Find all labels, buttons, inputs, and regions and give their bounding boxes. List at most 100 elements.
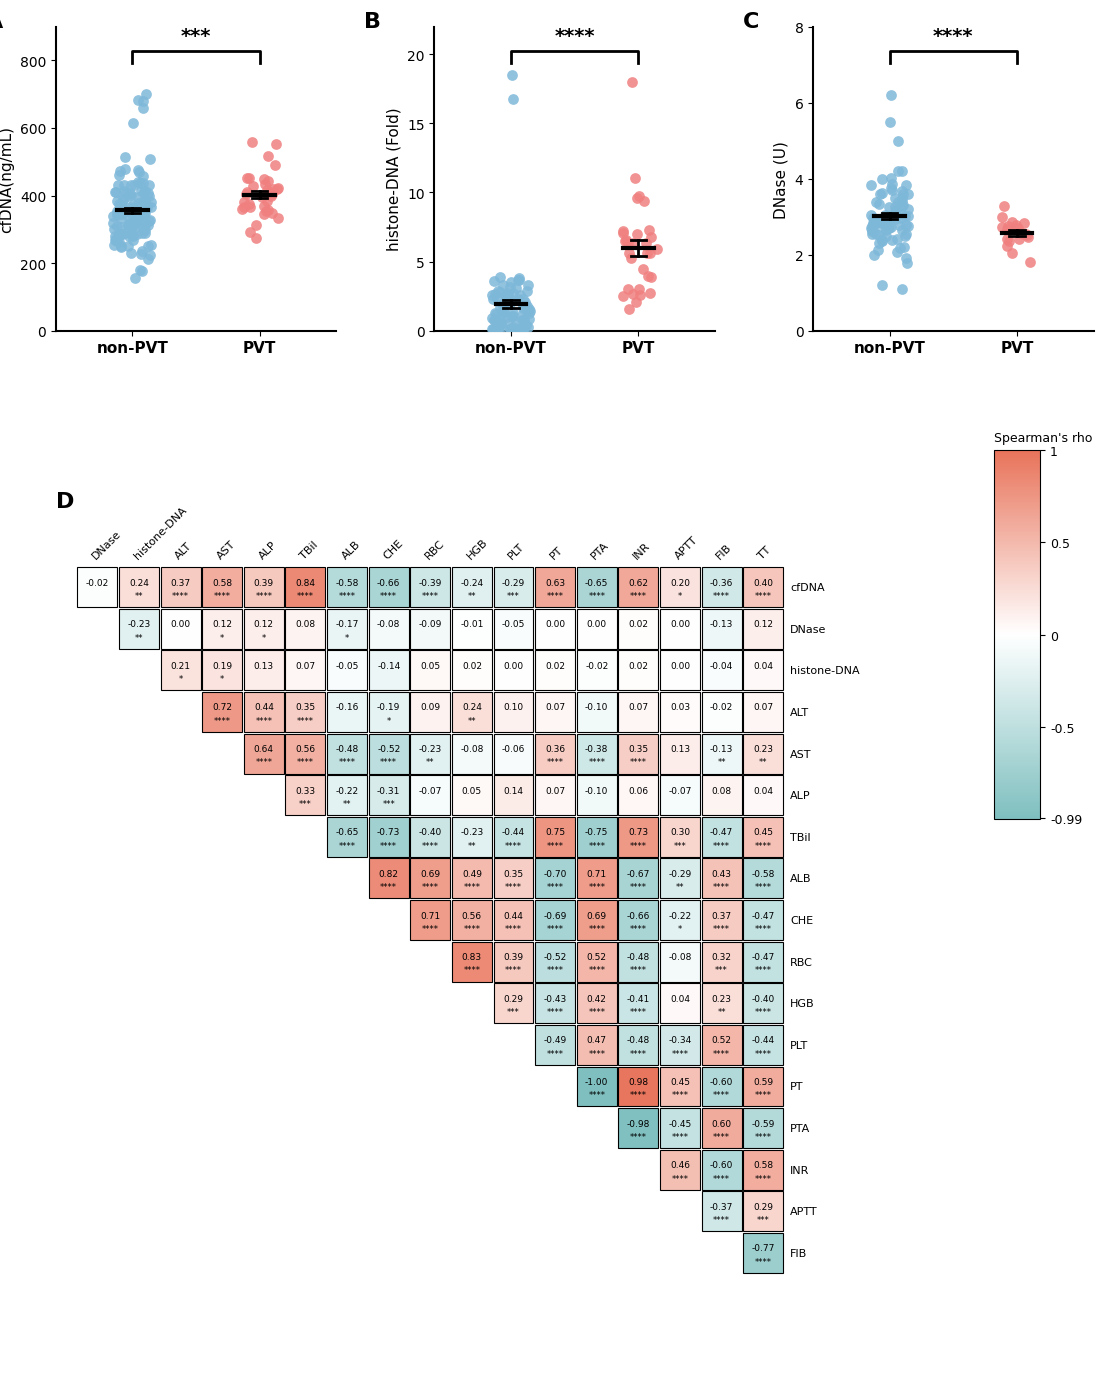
Text: -0.73: -0.73: [377, 828, 400, 836]
Point: [870, 193, 888, 216]
Point: [123, 243, 140, 265]
Point: [872, 231, 890, 253]
Point: [108, 202, 126, 224]
Text: ****: ****: [629, 1049, 647, 1057]
Text: ***: ***: [506, 1007, 520, 1016]
Text: RBC: RBC: [789, 956, 813, 967]
FancyBboxPatch shape: [701, 692, 741, 732]
Point: [870, 211, 888, 234]
Point: [107, 228, 125, 250]
Point: [503, 88, 521, 111]
Point: [108, 200, 126, 223]
Text: 0.52: 0.52: [711, 1035, 731, 1045]
Text: FIB: FIB: [789, 1248, 807, 1258]
Point: [871, 184, 889, 206]
Text: ****: ****: [629, 1132, 647, 1142]
Point: [124, 211, 142, 234]
Point: [112, 207, 129, 229]
Point: [641, 283, 659, 305]
Text: ****: ****: [588, 591, 604, 601]
Text: ****: ****: [554, 26, 594, 46]
Text: -0.59: -0.59: [750, 1119, 774, 1128]
Point: [485, 319, 503, 341]
Text: ****: ****: [214, 716, 231, 726]
Text: 0.56: 0.56: [462, 911, 482, 920]
Point: [142, 149, 159, 171]
Text: ****: ****: [380, 842, 397, 850]
Point: [106, 227, 124, 249]
Text: -0.37: -0.37: [709, 1202, 733, 1211]
Point: [134, 98, 152, 120]
FancyBboxPatch shape: [368, 609, 408, 650]
Text: -0.58: -0.58: [336, 578, 359, 587]
FancyBboxPatch shape: [743, 609, 783, 650]
Point: [517, 296, 535, 318]
FancyBboxPatch shape: [618, 651, 658, 691]
Point: [106, 229, 124, 252]
Point: [116, 159, 134, 181]
Point: [114, 200, 132, 223]
FancyBboxPatch shape: [659, 901, 699, 940]
Text: ****: ****: [754, 591, 772, 601]
Point: [237, 182, 255, 205]
Point: [126, 268, 144, 290]
Point: [125, 199, 143, 221]
Text: ALB: ALB: [340, 539, 362, 561]
FancyBboxPatch shape: [535, 734, 574, 774]
Point: [520, 303, 537, 325]
Text: ****: ****: [463, 883, 481, 891]
Text: B: B: [363, 12, 381, 32]
Text: 0.30: 0.30: [669, 828, 689, 836]
Point: [105, 235, 123, 257]
FancyBboxPatch shape: [618, 692, 658, 732]
Point: [136, 223, 154, 245]
Point: [1009, 229, 1027, 252]
Text: 0.29: 0.29: [753, 1202, 773, 1211]
Text: -0.02: -0.02: [709, 703, 733, 712]
Point: [125, 211, 143, 234]
Point: [139, 185, 157, 207]
Point: [486, 304, 504, 326]
Point: [621, 247, 639, 269]
Text: 0.02: 0.02: [462, 662, 482, 670]
Point: [501, 319, 518, 341]
Text: -0.10: -0.10: [584, 786, 608, 795]
Point: [520, 299, 537, 321]
Point: [628, 188, 646, 210]
FancyBboxPatch shape: [576, 734, 617, 774]
FancyBboxPatch shape: [701, 817, 741, 857]
FancyBboxPatch shape: [119, 568, 158, 608]
Point: [1000, 231, 1018, 253]
Point: [106, 182, 124, 205]
Point: [1018, 227, 1036, 249]
Point: [864, 245, 882, 267]
Point: [488, 319, 506, 341]
Point: [497, 286, 515, 308]
Point: [491, 311, 508, 333]
Point: [263, 178, 281, 200]
Point: [113, 224, 130, 246]
Y-axis label: DNase (U): DNase (U): [774, 141, 788, 218]
FancyBboxPatch shape: [535, 858, 574, 898]
Text: ****: ****: [505, 966, 522, 974]
Point: [132, 200, 149, 223]
Text: 0.52: 0.52: [586, 952, 607, 962]
Text: -0.02: -0.02: [86, 578, 109, 587]
Text: -0.23: -0.23: [459, 828, 483, 836]
Point: [488, 287, 506, 310]
Text: ****: ****: [754, 966, 772, 974]
Text: 0.10: 0.10: [503, 703, 523, 712]
Point: [620, 242, 638, 264]
Text: 0.14: 0.14: [503, 786, 523, 795]
Point: [880, 218, 898, 240]
Text: 0.35: 0.35: [295, 703, 316, 712]
Point: [123, 223, 140, 245]
Text: -0.39: -0.39: [418, 578, 442, 587]
FancyBboxPatch shape: [202, 609, 242, 650]
Point: [127, 224, 145, 246]
FancyBboxPatch shape: [743, 943, 783, 981]
Point: [502, 271, 520, 293]
Text: *: *: [220, 674, 224, 684]
Text: ***: ***: [181, 26, 211, 46]
Point: [501, 293, 518, 315]
